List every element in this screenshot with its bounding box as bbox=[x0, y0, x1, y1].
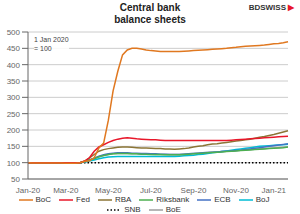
svg-text:Jan-20: Jan-20 bbox=[16, 186, 41, 195]
html-text:BoC: BoC bbox=[35, 195, 52, 204]
svg-text:100: 100 bbox=[8, 159, 21, 168]
html-text:RBA: RBA bbox=[114, 195, 132, 204]
html-text:ECB: ECB bbox=[214, 195, 231, 204]
svg-text:Sep-20: Sep-20 bbox=[181, 186, 207, 195]
svg-text:Jan-21: Jan-21 bbox=[262, 186, 287, 195]
svg-text:500: 500 bbox=[8, 28, 21, 37]
svg-text:Mar-20: Mar-20 bbox=[53, 186, 79, 195]
svg-text:50: 50 bbox=[11, 175, 20, 184]
svg-text:450: 450 bbox=[8, 44, 21, 53]
svg-text:300: 300 bbox=[8, 93, 21, 102]
svg-text:250: 250 bbox=[8, 110, 21, 119]
svg-text:Nov-20: Nov-20 bbox=[223, 186, 249, 195]
html-text:Central bank balance sheets: Central bank balance sheets bbox=[114, 2, 186, 25]
html-text:BoE: BoE bbox=[165, 205, 181, 214]
svg-text:350: 350 bbox=[8, 77, 21, 86]
html-text:BDSWISS ▶: BDSWISS ▶ bbox=[248, 3, 294, 12]
html-text:BoJ: BoJ bbox=[255, 195, 270, 204]
svg-text:150: 150 bbox=[8, 142, 21, 151]
svg-text:200: 200 bbox=[8, 126, 21, 135]
html-text:SNB: SNB bbox=[124, 205, 141, 214]
html-text:Riksbank: Riksbank bbox=[156, 195, 190, 204]
svg-text:May-20: May-20 bbox=[95, 186, 122, 195]
html-text:1 Jan 2020 = 100: 1 Jan 2020 = 100 bbox=[34, 36, 69, 52]
svg-text:400: 400 bbox=[8, 61, 21, 70]
html-text:Fed: Fed bbox=[76, 195, 90, 204]
svg-text:Jul-20: Jul-20 bbox=[140, 186, 162, 195]
